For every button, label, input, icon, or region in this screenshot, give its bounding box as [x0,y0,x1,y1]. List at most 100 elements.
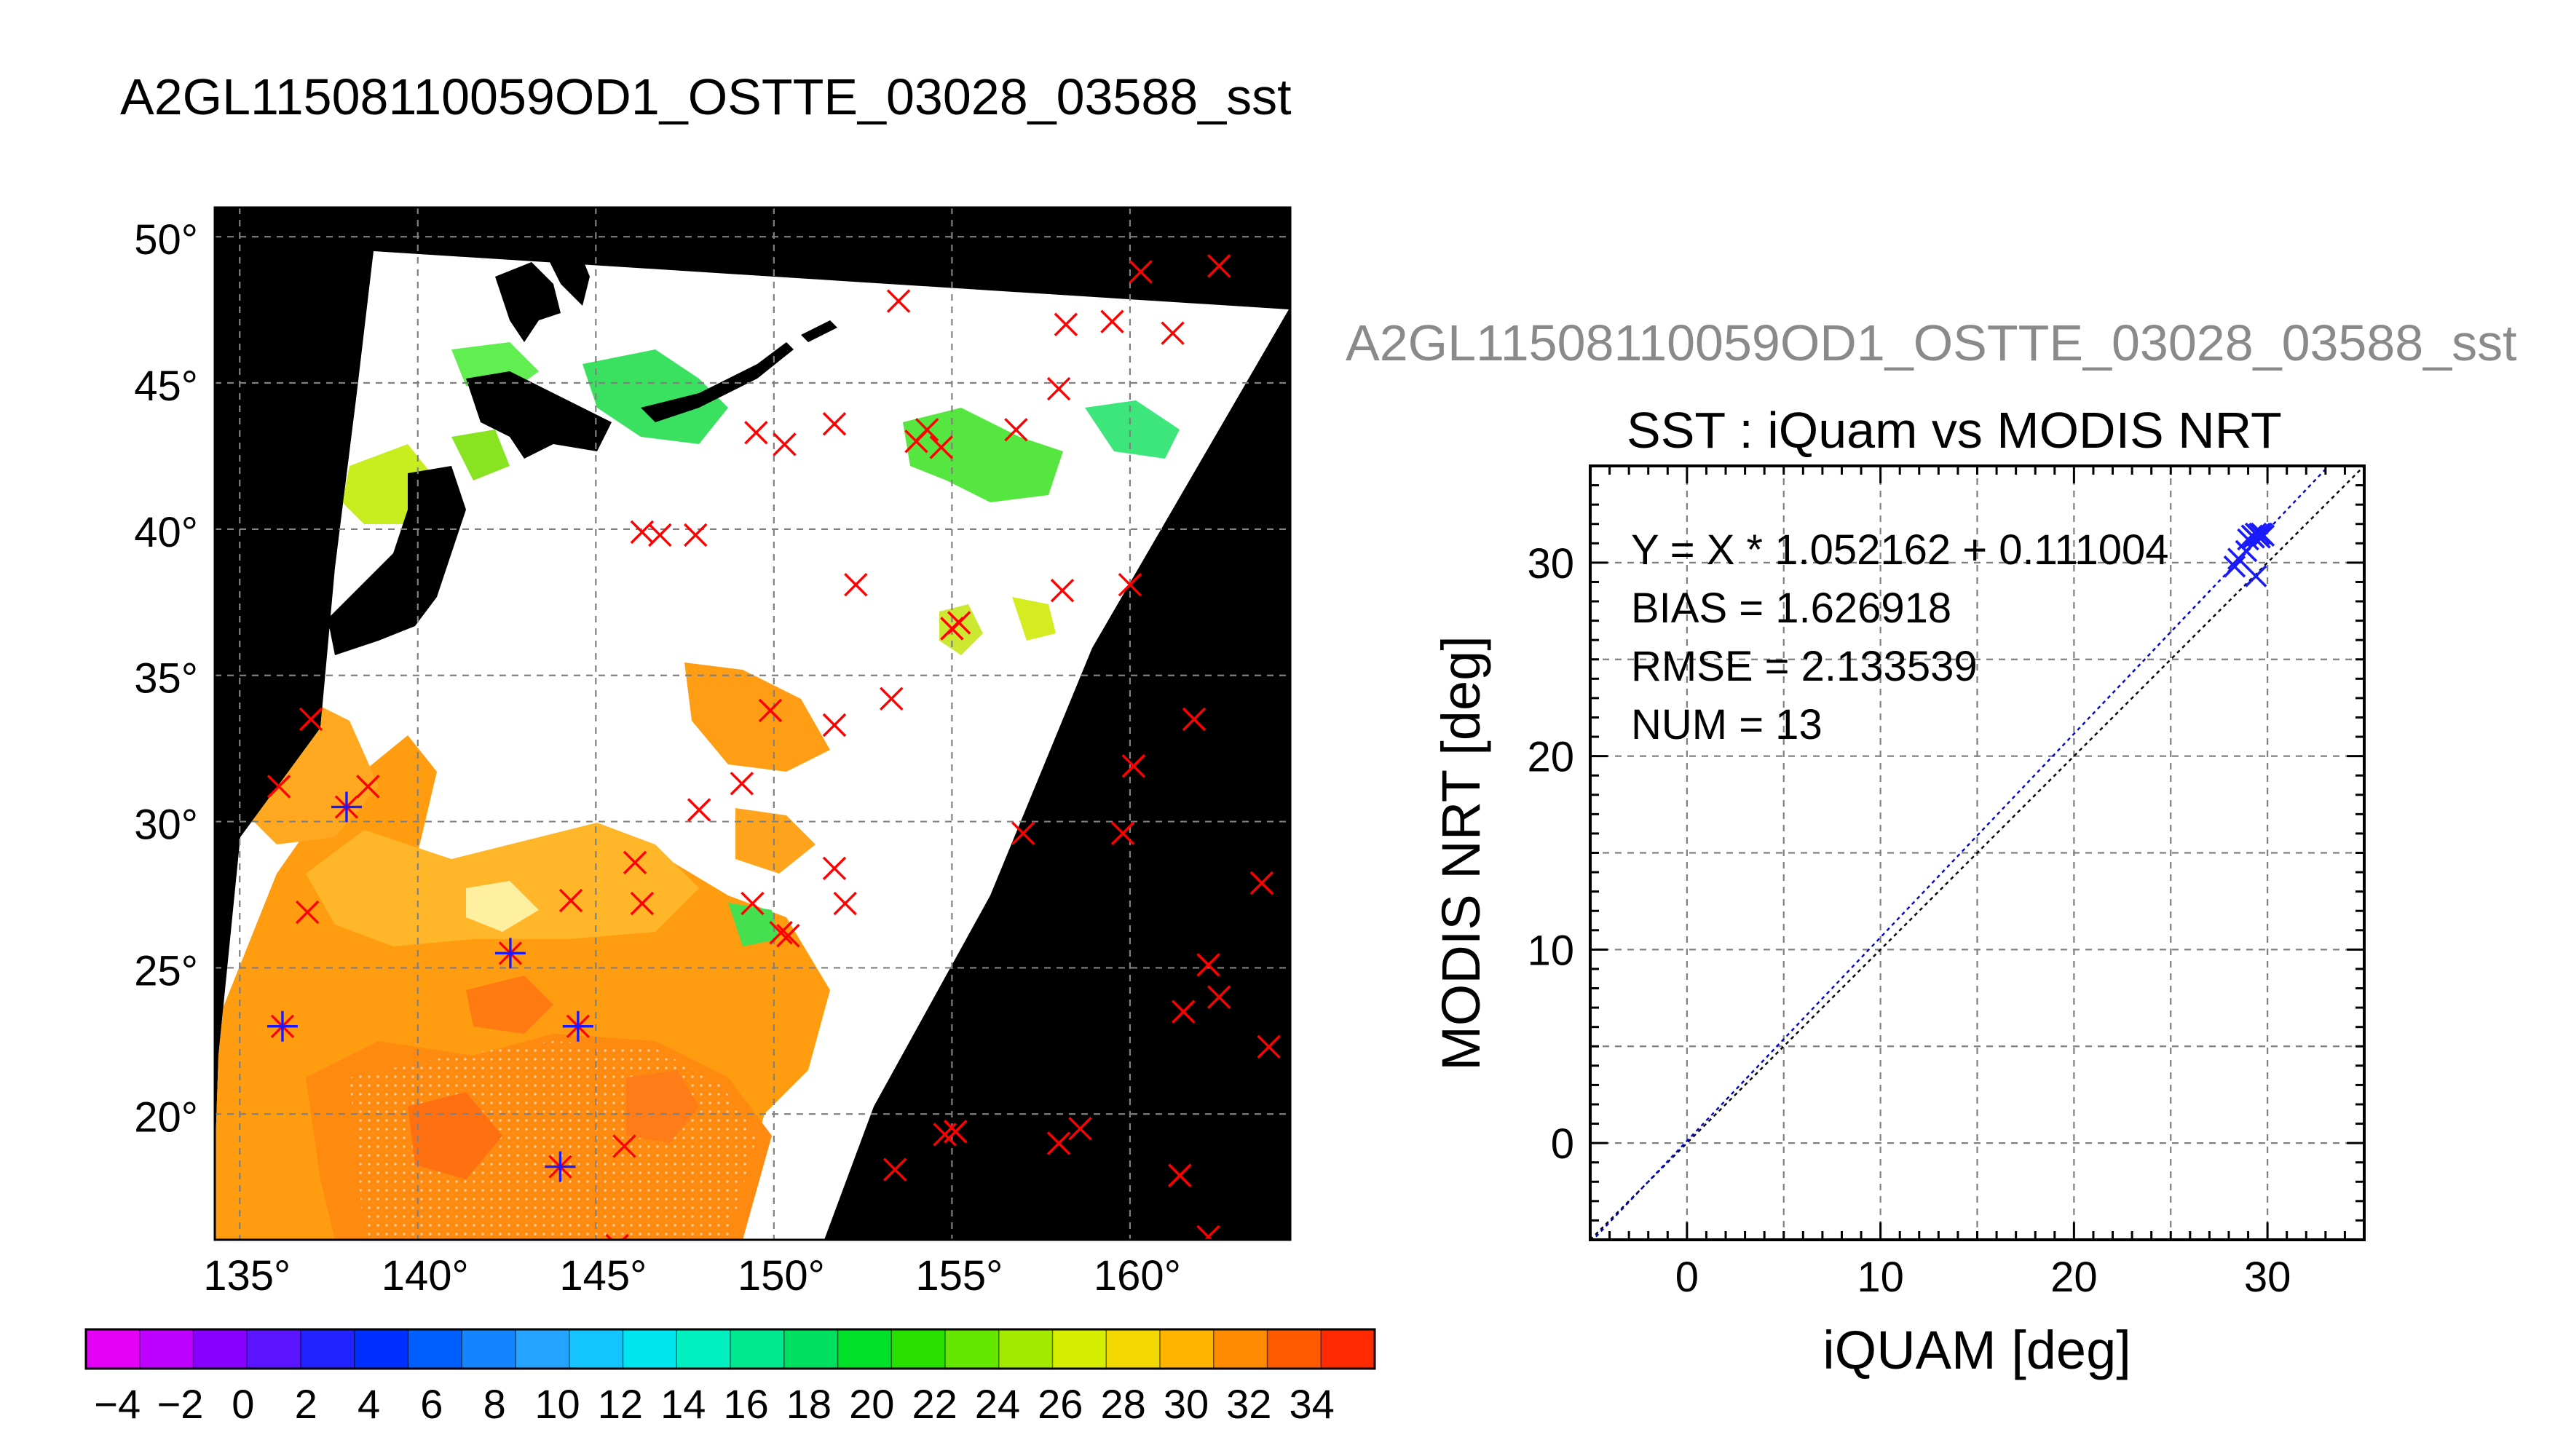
buoy-cross-marker [684,523,708,547]
buoy-cross-marker [623,850,647,875]
lon-tick-label: 140° [382,1252,469,1299]
buoy-cross-marker [904,430,928,454]
colorbar-segment [1106,1329,1161,1369]
map-frame [213,206,1292,1241]
buoy-cross-marker [880,687,904,711]
buoy-cross-marker [822,412,847,436]
x-tick-label: 20 [2050,1254,2098,1301]
buoy-cross-marker [1172,1000,1196,1024]
buoy-cross-marker [933,1123,957,1147]
y-tick-label: 10 [1527,927,1574,974]
buoy-cross-marker [1207,985,1231,1009]
y-tick-label: 0 [1551,1120,1574,1168]
buoy-cross-marker [1249,871,1274,895]
y-axis-label: MODIS NRT [deg] [1431,636,1491,1071]
buoy-cross-marker [1196,1224,1220,1240]
buoy-cross-marker [630,891,655,916]
colorbar-segment [408,1329,462,1369]
colorbar-tick-label: −2 [157,1381,204,1427]
map-markers [266,254,1281,1240]
colorbar-tick-label: 22 [912,1381,957,1427]
lon-tick-label: 150° [738,1252,825,1299]
colorbar-segment [301,1329,355,1369]
matchup-star-marker [331,791,362,823]
scatter-point [2248,522,2271,545]
colorbar-segment [516,1329,570,1369]
colorbar-segment [462,1329,516,1369]
buoy-cross-marker [1050,579,1075,603]
scatter-point [2248,526,2271,549]
buoy-cross-marker [1100,309,1124,333]
graticule [215,207,1290,1240]
colorbar-segment [998,1329,1053,1369]
colorbar-tick-label: 24 [975,1381,1020,1427]
buoy-cross-marker [744,421,768,445]
scatter-points [2223,522,2275,587]
x-tick-labels: 0 10 20 30 [1675,1254,2291,1301]
colorbar-segment [193,1329,248,1369]
lat-tick-label: 30° [134,802,198,849]
buoy-cross-marker [822,713,847,737]
buoy-cross-marker [773,432,797,456]
buoy-cross-marker [741,891,765,916]
fit-statistic-line: BIAS = 1.626918 [1631,585,1951,632]
colorbar-segment [569,1329,623,1369]
buoy-cross-marker [833,891,857,916]
matchup-star-marker [562,1010,593,1042]
y-tick-label: 30 [1527,540,1574,587]
buoy-cross-marker [1004,418,1028,442]
colorbar-tick-label: 8 [483,1381,506,1427]
lat-tick-label: 50° [134,216,198,264]
fit-statistic-line: RMSE = 2.133539 [1631,643,1978,690]
one-to-one-line [1590,466,2364,1240]
buoy-cross-marker [844,572,868,597]
lat-tick-label: 25° [134,947,198,994]
lon-tick-label: 155° [915,1252,1003,1299]
scatter-point [2244,565,2267,587]
buoy-cross-marker [295,900,320,925]
buoy-cross-marker [1168,1163,1192,1187]
lat-tick-label: 20° [134,1093,198,1141]
colorbar-tick-label: 34 [1290,1381,1335,1427]
colorbar-segment [837,1329,892,1369]
buoy-cross-marker [929,435,953,459]
lat-tick-label: 45° [134,363,198,410]
buoy-cross-marker [1011,821,1035,845]
buoy-cross-marker [1118,572,1142,597]
buoy-cross-marker [612,1134,636,1158]
colorbar-tick-label: 20 [849,1381,894,1427]
colorbar-tick-label: 10 [534,1381,580,1427]
scatter-ticks [1590,466,2364,1240]
buoy-cross-marker [769,921,793,945]
colorbar-tick-label: 2 [295,1381,317,1427]
scatter-header: A2GL11508110059OD1_OSTTE_03028_03588_sst [1346,314,2517,371]
matchup-star-marker [545,1151,576,1182]
colorbar-tick-label: 12 [598,1381,643,1427]
y-tick-label: 20 [1527,734,1574,781]
colorbar-segment [1213,1329,1268,1369]
colorbar-frame [84,1328,1376,1370]
colorbar-tick-label: 18 [786,1381,832,1427]
colorbar [84,1328,1376,1370]
colorbar-tick-label: −4 [94,1381,141,1427]
colorbar-tick-label: 0 [232,1381,254,1427]
lon-tick-labels: 135° 140° 145° 150° 155° 160° [203,1252,1181,1299]
lon-tick-label: 160° [1094,1252,1181,1299]
colorbar-segment [1160,1329,1215,1369]
fit-statistic-line: Y = X * 1.052162 + 0.111004 [1631,526,2169,574]
buoy-cross-marker [886,289,911,313]
scatter-point [2243,526,2265,549]
map-title: A2GL11508110059OD1_OSTTE_03028_03588_sst [120,68,1292,125]
colorbar-tick-label: 30 [1164,1381,1209,1427]
buoy-cross-marker [882,1158,907,1182]
scatter-grid [1590,466,2364,1240]
colorbar-segment [1267,1329,1322,1369]
colorbar-segment [945,1329,1000,1369]
matchup-star-marker [266,1010,298,1042]
sst-map: 20° 25° 30° 35° 40° 45° 50° 135° 140° 145° 150° 15… [134,206,1292,1299]
x-axis-label: iQUAM [deg] [1823,1320,2131,1380]
colorbar-tick-label: 6 [420,1381,443,1427]
colorbar-segment [139,1329,194,1369]
buoy-cross-marker [1129,260,1153,284]
colorbar-segment [86,1329,141,1369]
